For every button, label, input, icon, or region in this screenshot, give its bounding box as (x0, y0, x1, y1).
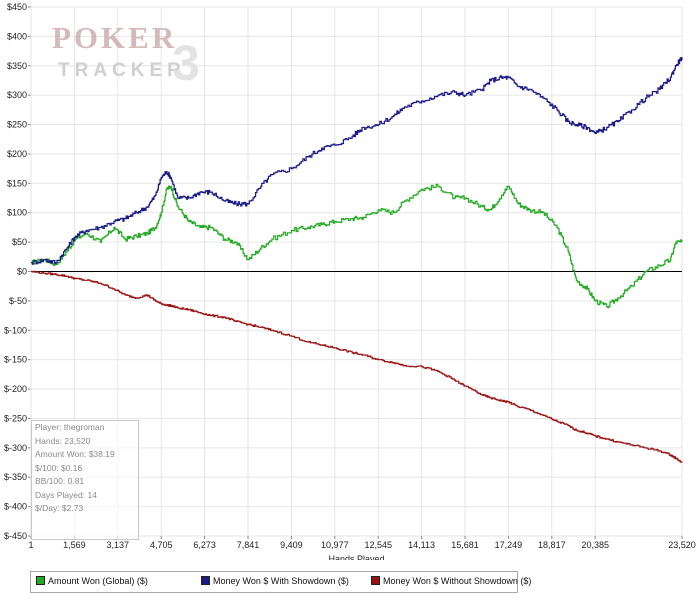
stat-dollars-per-day: $/Day: $2.73 (35, 503, 84, 513)
x-tick-label: 4,705 (150, 540, 173, 550)
chart-legend: Amount Won (Global) ($) Money Won $ With… (30, 571, 531, 593)
x-tick-label: 3,137 (107, 540, 130, 550)
y-tick-label: $-400 (4, 502, 27, 512)
x-tick-label: 6,273 (193, 540, 216, 550)
stat-hands: Hands: 23,520 (35, 435, 91, 446)
x-tick-label: 20,385 (581, 540, 609, 550)
stats-box: Player: thegroman Hands: 23,520 Amount W… (31, 420, 139, 540)
pokertracker-logo: POKER TRACKER 3 (52, 20, 212, 91)
y-tick-label: $0 (17, 267, 27, 277)
y-tick-label: $-150 (4, 355, 27, 365)
legend-label-with-showdown: Money Won $ With Showdown ($) (213, 576, 349, 586)
series-line-1 (31, 57, 683, 265)
legend-item-without-showdown: Money Won $ Without Showdown ($) (371, 576, 531, 586)
y-tick-label: $250 (7, 120, 27, 130)
x-tick-label: 12,545 (364, 540, 392, 550)
stat-dollars-per-100: $/100: $0.16 (35, 462, 83, 473)
x-tick-label: 1,569 (63, 540, 86, 550)
legend-swatch-amount-won (36, 576, 45, 586)
y-tick-label: $50 (12, 237, 27, 247)
chart-svg: $450 $400 $350 $300 $250 $200 $150 $100 $50 $0 $-5… (4, 2, 696, 560)
x-tick-label: 1 (28, 540, 33, 550)
x-tick-label: 9,409 (280, 540, 303, 550)
x-tick-label: 14,113 (408, 540, 435, 550)
logo-line-2: TRACKER (58, 60, 186, 81)
series-line-2 (31, 270, 683, 463)
stat-amount-won: Amount Won: $38.19 (35, 449, 115, 459)
legend-label-amount-won: Amount Won (Global) ($) (48, 576, 148, 586)
chart-area: $450 $400 $350 $300 $250 $200 $150 $100 $50 $0 $-5… (4, 2, 696, 560)
y-tick-label: $-50 (9, 296, 27, 306)
x-tick-label: 17,249 (495, 540, 523, 550)
x-tick-label: 23,520 (668, 540, 696, 550)
x-tick-label: 18,817 (538, 540, 566, 550)
legend-swatch-without-showdown (371, 576, 380, 586)
x-axis-title: Hands Played (328, 554, 384, 560)
y-tick-label: $-250 (4, 413, 27, 423)
legend-item-with-showdown: Money Won $ With Showdown ($) (201, 576, 349, 586)
y-tick-label: $200 (7, 149, 27, 159)
y-tick-label: $-350 (4, 472, 27, 482)
y-tick-label: $150 (7, 178, 27, 188)
x-tick-label: 7,841 (237, 540, 260, 550)
y-tick-label: $350 (7, 61, 27, 71)
series-line-0 (31, 183, 683, 309)
x-tick-label: 10,977 (321, 540, 349, 550)
y-tick-label: $100 (7, 208, 27, 218)
legend-label-without-showdown: Money Won $ Without Showdown ($) (383, 576, 532, 586)
y-tick-label: $-200 (4, 384, 27, 394)
y-tick-label: $300 (7, 90, 27, 100)
x-tick-label: 15,681 (451, 540, 479, 550)
logo-line-3: 3 (172, 35, 200, 91)
y-tick-label: $-300 (4, 443, 27, 453)
y-tick-label: $-100 (4, 325, 27, 335)
stat-bb-per-100: BB/100: 0.81 (35, 476, 85, 486)
stat-days-played: Days Played: 14 (35, 489, 97, 500)
y-tick-label: $400 (7, 31, 27, 41)
y-tick-label: $450 (7, 2, 27, 12)
legend-item-amount-won: Amount Won (Global) ($) (36, 576, 148, 586)
y-tick-label: $-450 (4, 531, 27, 541)
stat-player: Player: thegroman (35, 422, 105, 432)
legend-swatch-with-showdown (201, 576, 210, 586)
logo-line-1: POKER (52, 20, 178, 55)
